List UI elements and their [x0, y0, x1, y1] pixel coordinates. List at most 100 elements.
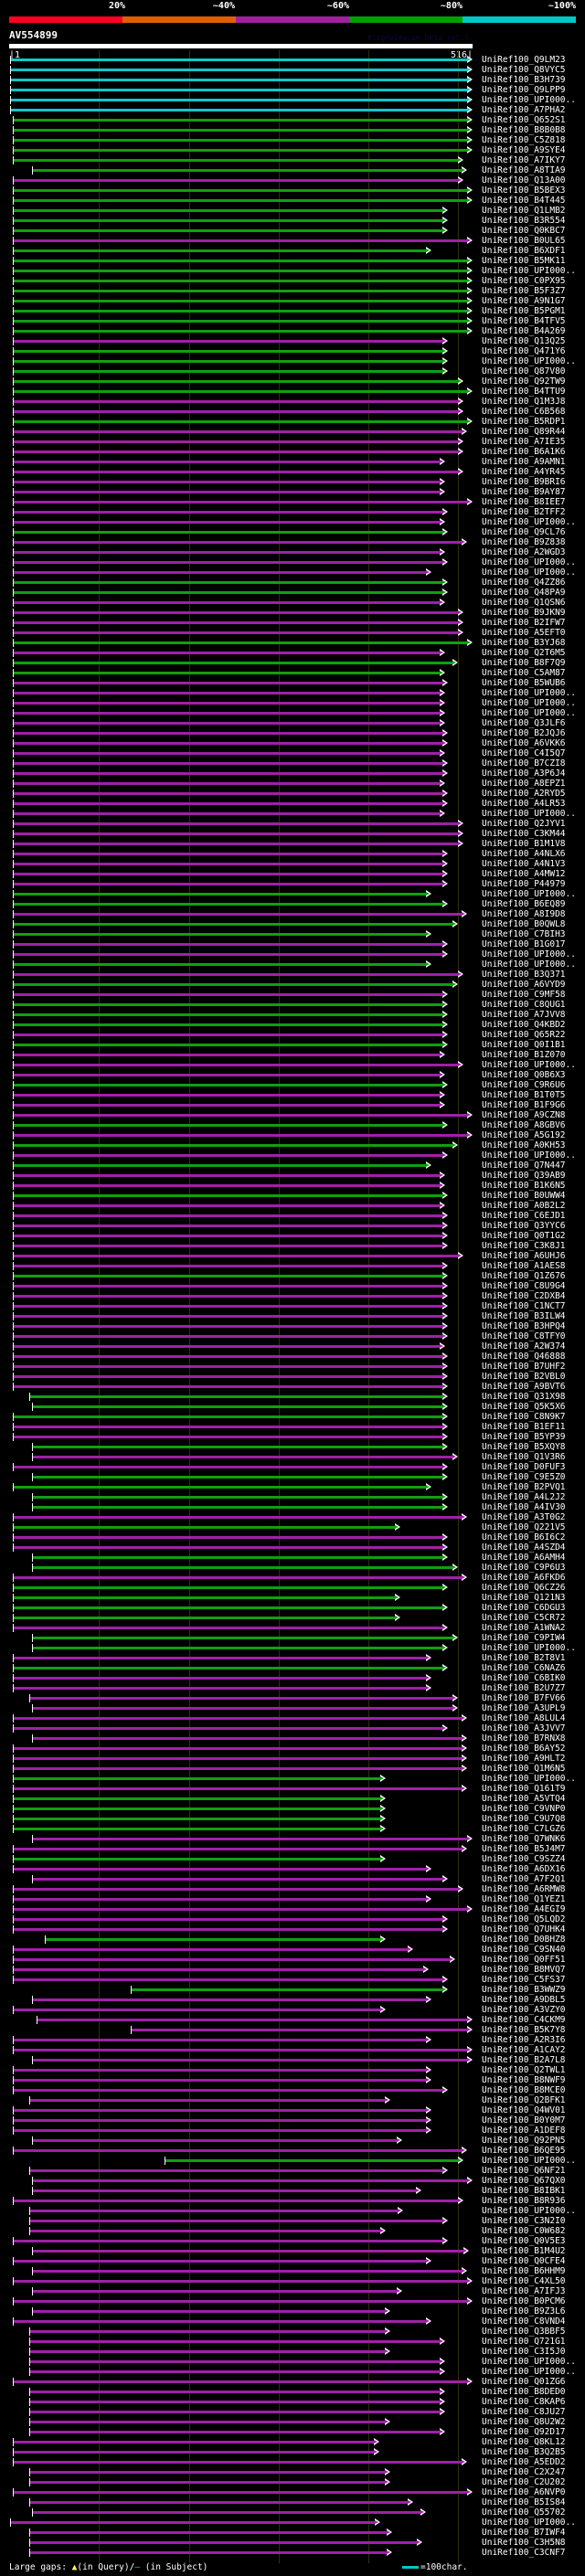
- hit-bar[interactable]: [13, 129, 468, 132]
- hit-bar[interactable]: [13, 1124, 443, 1127]
- hit-bar[interactable]: [13, 1114, 468, 1117]
- hit-bar[interactable]: [13, 843, 459, 845]
- hit-bar[interactable]: [13, 2451, 375, 2454]
- hit-row[interactable]: UniRef100_P44979: [0, 879, 585, 889]
- hit-row[interactable]: UniRef100_B4TTU9: [0, 387, 585, 397]
- hit-row[interactable]: UniRef100_Q7WNK6: [0, 1834, 585, 1844]
- hit-row[interactable]: UniRef100_UPI000..: [0, 2156, 585, 2166]
- hit-label[interactable]: UniRef100_B1G017: [482, 939, 566, 949]
- hit-label[interactable]: UniRef100_C3KM44: [482, 829, 566, 839]
- hit-label[interactable]: UniRef100_B6AY52: [482, 1744, 566, 1754]
- hit-row[interactable]: UniRef100_C9SN40: [0, 1945, 585, 1955]
- hit-label[interactable]: UniRef100_Q1QSN6: [482, 598, 566, 608]
- hit-bar[interactable]: [13, 461, 441, 463]
- hit-row[interactable]: UniRef100_UPI000..: [0, 1774, 585, 1784]
- hit-bar[interactable]: [13, 822, 459, 825]
- hit-bar[interactable]: [37, 2019, 468, 2021]
- hit-row[interactable]: UniRef100_Q1QSN6: [0, 598, 585, 608]
- hit-label[interactable]: UniRef100_C8TFY0: [482, 1331, 566, 1341]
- hit-bar[interactable]: [13, 1154, 443, 1157]
- hit-bar[interactable]: [13, 1064, 459, 1066]
- hit-label[interactable]: UniRef100_Q0B6X3: [482, 1070, 566, 1080]
- hit-bar[interactable]: [13, 973, 459, 976]
- hit-label[interactable]: UniRef100_Q1YEZ1: [482, 1894, 566, 1904]
- hit-bar[interactable]: [13, 913, 463, 916]
- hit-row[interactable]: UniRef100_UPI000..: [0, 688, 585, 698]
- hit-row[interactable]: UniRef100_B8IEE7: [0, 497, 585, 507]
- hit-bar[interactable]: [13, 179, 459, 182]
- hit-label[interactable]: UniRef100_A6RMW8: [482, 1884, 566, 1894]
- hit-bar[interactable]: [13, 300, 468, 302]
- hit-bar[interactable]: [13, 451, 459, 453]
- hit-row[interactable]: UniRef100_C5AM87: [0, 668, 585, 678]
- hit-label[interactable]: UniRef100_A6VKK6: [482, 738, 566, 748]
- hit-label[interactable]: UniRef100_Q2JYV1: [482, 819, 566, 829]
- hit-row[interactable]: UniRef100_UPI000..: [0, 1150, 585, 1161]
- hit-label[interactable]: UniRef100_Q13Q25: [482, 336, 566, 346]
- hit-bar[interactable]: [13, 491, 441, 493]
- hit-label[interactable]: UniRef100_A4N1V3: [482, 859, 566, 869]
- hit-bar[interactable]: [13, 1516, 463, 1519]
- hit-label[interactable]: UniRef100_A4MW12: [482, 869, 566, 879]
- hit-row[interactable]: UniRef100_C8N9K7: [0, 1412, 585, 1422]
- hit-bar[interactable]: [13, 260, 468, 262]
- hit-bar[interactable]: [13, 1787, 463, 1790]
- hit-row[interactable]: UniRef100_B0UWW4: [0, 1191, 585, 1201]
- hit-row[interactable]: UniRef100_A7F2Q1: [0, 1874, 585, 1884]
- hit-bar[interactable]: [13, 1164, 427, 1167]
- hit-label[interactable]: UniRef100_A4IV30: [482, 1502, 566, 1512]
- hit-label[interactable]: UniRef100_UPI000..: [482, 889, 576, 899]
- hit-label[interactable]: UniRef100_A2R3I6: [482, 2035, 566, 2045]
- hit-bar[interactable]: [13, 1466, 443, 1468]
- hit-bar[interactable]: [13, 1757, 463, 1760]
- hit-label[interactable]: UniRef100_Q1Z676: [482, 1271, 566, 1281]
- hit-label[interactable]: UniRef100_UPI000..: [482, 688, 576, 698]
- hit-bar[interactable]: [13, 2069, 427, 2072]
- hit-bar[interactable]: [32, 2310, 386, 2313]
- hit-bar[interactable]: [29, 2169, 443, 2172]
- hit-bar[interactable]: [13, 149, 468, 152]
- hit-row[interactable]: UniRef100_C2X247: [0, 2467, 585, 2477]
- hit-bar[interactable]: [13, 2119, 427, 2122]
- hit-bar[interactable]: [13, 1285, 443, 1288]
- hit-label[interactable]: UniRef100_C5Z818: [482, 135, 566, 145]
- hit-row[interactable]: UniRef100_Q3YYC6: [0, 1221, 585, 1231]
- hit-bar[interactable]: [29, 2099, 386, 2102]
- hit-label[interactable]: UniRef100_B5YP39: [482, 1432, 566, 1442]
- hit-label[interactable]: UniRef100_Q4WV01: [482, 2105, 566, 2115]
- hit-bar[interactable]: [32, 2270, 463, 2273]
- hit-bar[interactable]: [10, 2521, 376, 2524]
- hit-row[interactable]: UniRef100_B5RDP1: [0, 417, 585, 427]
- hit-label[interactable]: UniRef100_B8B0B8: [482, 125, 566, 135]
- hit-bar[interactable]: [13, 963, 427, 966]
- hit-row[interactable]: UniRef100_C9PIW4: [0, 1633, 585, 1643]
- hit-label[interactable]: UniRef100_B6QE95: [482, 2146, 566, 2156]
- hit-label[interactable]: UniRef100_A3VZY0: [482, 2005, 566, 2015]
- hit-bar[interactable]: [13, 2009, 381, 2011]
- hit-label[interactable]: UniRef100_Q4ZZ86: [482, 578, 566, 588]
- hit-row[interactable]: UniRef100_Q0V5E3: [0, 2236, 585, 2246]
- hit-row[interactable]: UniRef100_UPI000..: [0, 557, 585, 567]
- hit-bar[interactable]: [13, 280, 468, 282]
- hit-row[interactable]: UniRef100_UPI000..: [0, 266, 585, 276]
- hit-label[interactable]: UniRef100_C4I5Q7: [482, 748, 566, 758]
- hit-label[interactable]: UniRef100_A2WGD3: [482, 547, 566, 557]
- hit-label[interactable]: UniRef100_B8IBK1: [482, 2186, 566, 2196]
- hit-bar[interactable]: [13, 1908, 468, 1911]
- hit-row[interactable]: UniRef100_Q0CFE4: [0, 2256, 585, 2266]
- hit-label[interactable]: UniRef100_B7UHF2: [482, 1362, 566, 1372]
- hit-label[interactable]: UniRef100_B9AY87: [482, 487, 566, 497]
- hit-bar[interactable]: [13, 159, 459, 162]
- hit-row[interactable]: UniRef100_B6AY52: [0, 1744, 585, 1754]
- hit-bar[interactable]: [13, 1687, 427, 1690]
- hit-label[interactable]: UniRef100_C9E5Z0: [482, 1472, 566, 1482]
- hit-bar[interactable]: [13, 1184, 441, 1187]
- hit-label[interactable]: UniRef100_C6DGU3: [482, 1603, 566, 1613]
- hit-bar[interactable]: [13, 1606, 443, 1609]
- hit-label[interactable]: UniRef100_UPI000..: [482, 95, 576, 105]
- hit-row[interactable]: UniRef100_A3T0G2: [0, 1512, 585, 1522]
- hit-row[interactable]: UniRef100_B6XDF1: [0, 246, 585, 256]
- hit-bar[interactable]: [32, 2189, 418, 2192]
- hit-bar[interactable]: [13, 1325, 443, 1328]
- hit-row[interactable]: UniRef100_Q9LM23: [0, 55, 585, 65]
